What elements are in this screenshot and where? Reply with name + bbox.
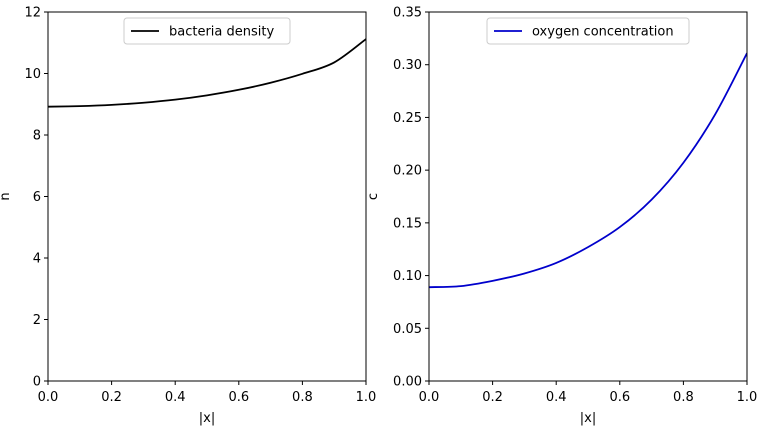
x-tick-label: 0.0 <box>419 390 440 405</box>
x-tick-label: 0.4 <box>546 390 567 405</box>
legend-box <box>123 17 291 45</box>
y-tick-label: 2 <box>33 313 41 328</box>
y-tick-label: 0.25 <box>393 111 422 126</box>
x-tick-label: 1.0 <box>356 390 377 405</box>
series-line-0 <box>48 38 366 108</box>
bacteria-density-panel: 0.0 0.2 0.4 0.6 0.8 1.0 0 2 4 6 8 10 12 |x| n bacteria … <box>0 6 376 427</box>
y-tick-label: 10 <box>24 67 41 82</box>
x-tick-label: 0.0 <box>38 390 59 405</box>
legend: oxygen concentration <box>486 17 690 45</box>
x-tick-label: 0.8 <box>673 390 694 405</box>
x-tick-label: 0.6 <box>228 390 249 405</box>
x-tick-label: 0.4 <box>165 390 186 405</box>
x-tick-label: 0.6 <box>609 390 630 405</box>
x-axis-label: |x| <box>580 411 596 426</box>
y-tick-label: 4 <box>33 252 41 267</box>
y-tick-label: 0.00 <box>393 375 422 390</box>
legend-label: bacteria density <box>169 25 274 40</box>
x-tick-label: 1.0 <box>737 390 758 405</box>
x-tick-label: 0.2 <box>101 390 122 405</box>
y-tick-label: 0.35 <box>393 6 422 21</box>
x-tick-label: 0.2 <box>482 390 503 405</box>
y-tick-label: 0.15 <box>393 216 422 231</box>
legend: bacteria density <box>123 17 291 45</box>
y-tick-label: 0.10 <box>393 269 422 284</box>
legend-label: oxygen concentration <box>532 25 674 40</box>
y-axis-label: c <box>366 193 381 200</box>
y-tick-label: 0.05 <box>393 322 422 337</box>
y-tick-label: 12 <box>24 6 41 21</box>
y-tick-label: 0.30 <box>393 58 422 73</box>
series-line-0 <box>429 52 747 289</box>
y-tick-label: 6 <box>33 190 41 205</box>
y-tick-label: 0 <box>33 375 41 390</box>
y-axis-label: n <box>0 192 13 200</box>
x-axis-label: |x| <box>199 411 215 426</box>
x-tick-label: 0.8 <box>292 390 313 405</box>
legend-box <box>486 17 690 45</box>
axes-frame <box>47 11 367 382</box>
y-tick-label: 8 <box>33 129 41 144</box>
y-tick-label: 0.20 <box>393 164 422 179</box>
oxygen-concentration-panel: 0.0 0.2 0.4 0.6 0.8 1.0 0.00 0.05 0.10 0.15 0.20 0.… <box>366 6 757 427</box>
axes-frame <box>428 11 748 382</box>
